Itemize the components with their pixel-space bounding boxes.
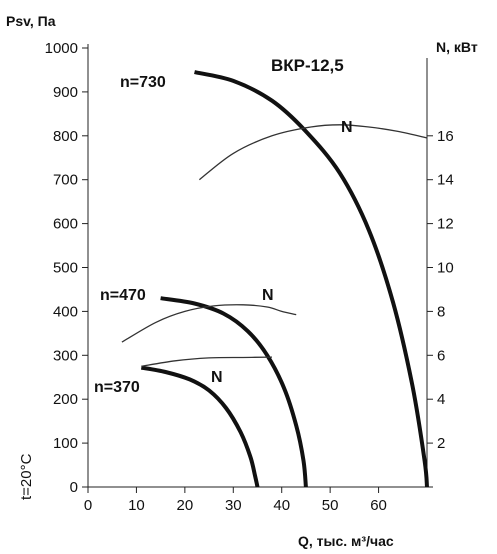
y-tick-label: 300 xyxy=(53,347,78,364)
x-tick-label: 30 xyxy=(225,497,242,514)
power-label: N xyxy=(341,119,353,136)
y-tick-label: 100 xyxy=(53,435,78,452)
y2-tick-label: 10 xyxy=(437,260,454,277)
y2-tick-label: 16 xyxy=(437,128,454,145)
labels-layer: n=730 n=470 n=370 N N N xyxy=(94,74,353,396)
pressure-curve-n370 xyxy=(140,365,260,488)
y2-tick-label: 14 xyxy=(437,172,454,189)
temperature-note: t=20°C xyxy=(18,453,35,500)
y2-tick-label: 2 xyxy=(437,435,445,452)
y2-tick-label: 4 xyxy=(437,391,445,408)
power-label: N xyxy=(262,287,274,304)
y-tick-label: 500 xyxy=(53,260,78,277)
rpm-label: n=470 xyxy=(100,287,146,304)
y2-tick-label: 8 xyxy=(437,303,445,320)
power-curve-n470 xyxy=(121,304,297,343)
x-tick-label: 10 xyxy=(128,497,145,514)
chart-title: ВКР-12,5 xyxy=(271,56,344,75)
power-label: N xyxy=(211,369,223,386)
rpm-label: n=730 xyxy=(120,74,166,91)
y-tick-label: 900 xyxy=(53,84,78,101)
x-tick-label: 50 xyxy=(322,497,339,514)
y-tick-label: 1000 xyxy=(45,40,78,57)
pressure-curve-n470 xyxy=(160,296,308,488)
x-axis-label: Q, тыс. м³/час xyxy=(298,533,394,549)
y-axis-label: Psv, Па xyxy=(6,13,56,29)
x-tick-label: 40 xyxy=(273,497,290,514)
series-layer xyxy=(121,70,429,488)
y-tick-label: 600 xyxy=(53,216,78,233)
rpm-label: n=370 xyxy=(94,379,140,396)
y2-tick-label: 6 xyxy=(437,347,445,364)
power-curve-n730 xyxy=(198,124,428,181)
y-tick-label: 200 xyxy=(53,391,78,408)
y-tick-label: 700 xyxy=(53,172,78,189)
y2-axis-label: N, кВт xyxy=(436,39,478,55)
x-tick-label: 60 xyxy=(370,497,387,514)
x-tick-label: 0 xyxy=(84,497,92,514)
y2-tick-label: 12 xyxy=(437,216,454,233)
pressure-curve-n730 xyxy=(194,70,429,488)
y-tick-label: 0 xyxy=(70,479,78,496)
ticks: 0 100 200 300 400 500 600 700 800 900 1000 0 10 20 30 4… xyxy=(45,40,454,514)
x-tick-label: 20 xyxy=(177,497,194,514)
power-curve-n370 xyxy=(141,356,273,367)
y-tick-label: 400 xyxy=(53,303,78,320)
y-tick-label: 800 xyxy=(53,128,78,145)
axes xyxy=(87,44,433,488)
